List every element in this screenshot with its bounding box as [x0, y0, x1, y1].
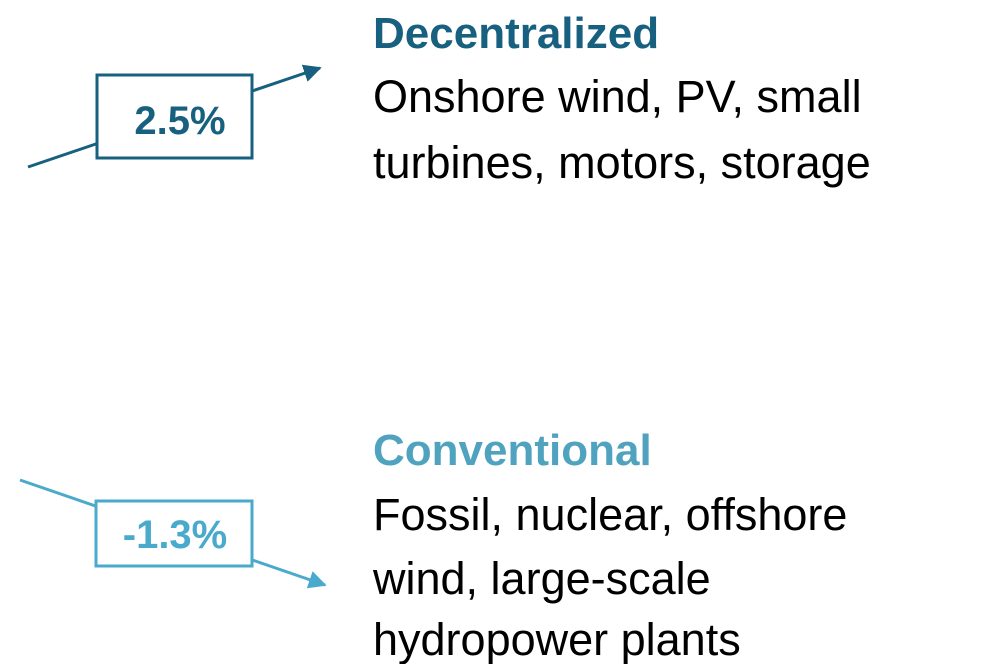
- rate-box: [95, 73, 254, 160]
- item-description: hydropower plants: [373, 614, 741, 664]
- item-title: Decentralized: [373, 9, 659, 58]
- item-description: Onshore wind, PV, small: [373, 71, 862, 122]
- trend-down: -1.3%: [19, 478, 327, 589]
- rate-label: -1.3%: [123, 513, 228, 557]
- item-description: turbines, motors, storage: [373, 137, 871, 188]
- item-description: wind, large-scale: [372, 553, 711, 604]
- trend-up: 2.5%: [27, 64, 322, 169]
- rate-box: [94, 499, 254, 568]
- rate-label: 2.5%: [134, 99, 225, 143]
- item-description: Fossil, nuclear, offshore: [373, 489, 847, 540]
- item-title: Conventional: [373, 426, 652, 475]
